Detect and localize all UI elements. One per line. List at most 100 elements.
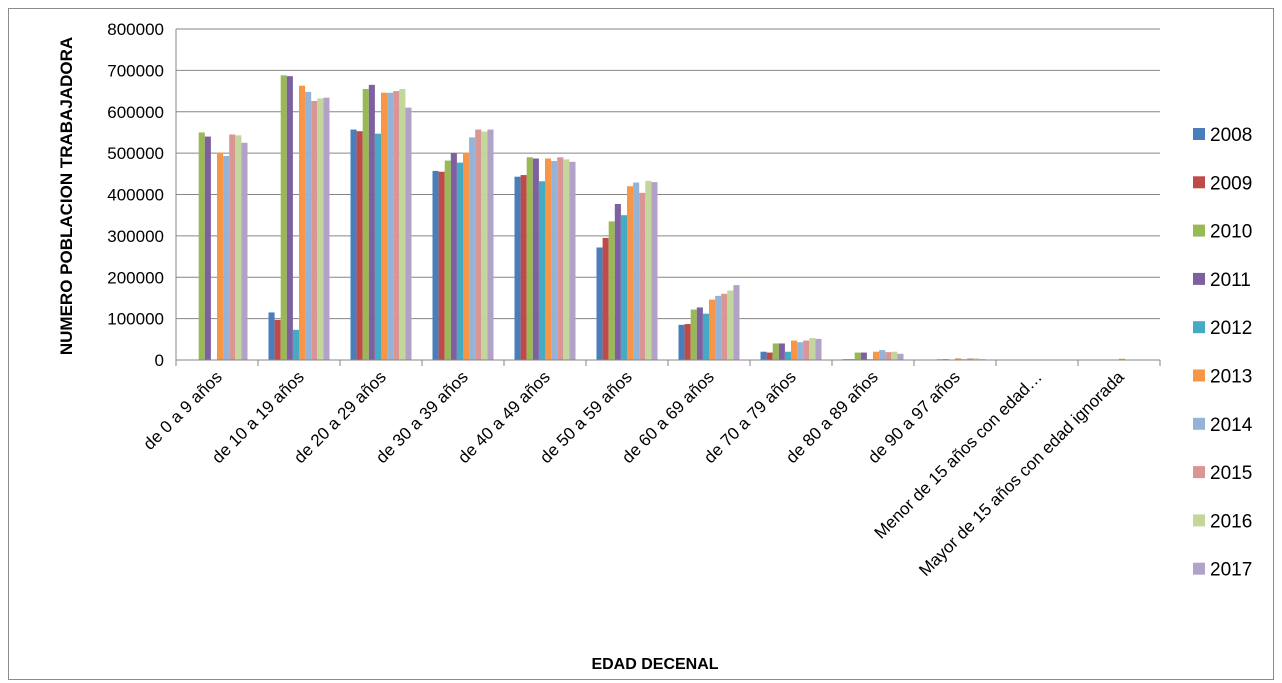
bar-2015 (885, 352, 892, 360)
legend-label-2008: 2008 (1210, 125, 1252, 146)
bar-2016 (317, 98, 324, 360)
bar-2008 (760, 351, 767, 360)
bar-2008 (268, 312, 275, 360)
bar-2015 (229, 134, 236, 360)
bar-2011 (204, 136, 211, 360)
y-tick-label: 400000 (107, 186, 164, 205)
bar-2013 (1119, 358, 1126, 360)
bar-2014 (223, 156, 230, 360)
bar-2013 (791, 340, 798, 360)
bar-2010 (854, 352, 861, 360)
legend-swatch-2016 (1193, 514, 1205, 527)
bar-2010 (526, 157, 533, 360)
bar-2008 (350, 129, 357, 360)
legend-label-2015: 2015 (1210, 463, 1252, 484)
legend-label-2009: 2009 (1210, 173, 1252, 194)
bar-2014 (633, 182, 640, 360)
bar-2014 (469, 137, 476, 360)
bar-2016 (235, 135, 242, 360)
legend-swatch-2011 (1193, 272, 1205, 285)
bar-2015 (967, 358, 974, 360)
y-tick-label: 800000 (107, 20, 164, 39)
bar-2013 (873, 351, 880, 360)
bar-2014 (387, 92, 394, 360)
axes (175, 29, 1161, 366)
bar-2017 (815, 338, 822, 360)
bar-2011 (860, 352, 867, 360)
bar-2017 (405, 107, 412, 360)
bar-2015 (721, 293, 728, 360)
legend-swatch-2010 (1193, 224, 1205, 237)
legend-swatch-2009 (1193, 176, 1205, 189)
bar-2013 (381, 92, 388, 360)
bar-2012 (620, 215, 627, 360)
bar-2009 (356, 131, 363, 360)
bar-2011 (778, 343, 785, 360)
bar-2013 (463, 152, 470, 360)
legend-label-2013: 2013 (1210, 367, 1252, 388)
bar-2014 (305, 91, 312, 360)
y-tick-label: 700000 (107, 61, 164, 80)
legend: 2008 2009 2010 2011 2012 2013 2014 2015 2016 2017 (1193, 125, 1253, 581)
bar-2014 (715, 295, 722, 360)
y-tick-label: 100000 (107, 310, 164, 329)
legend-swatch-2013 (1193, 369, 1205, 382)
bar-2017 (897, 353, 904, 360)
legend-swatch-2008 (1193, 128, 1205, 140)
bar-2011 (368, 84, 375, 360)
bar-2017 (323, 97, 330, 361)
gridlines (176, 28, 1160, 320)
y-tick-label: 0 (155, 351, 164, 370)
bar-2016 (809, 338, 816, 360)
bar-2014 (879, 350, 886, 360)
bar-2016 (563, 159, 570, 360)
bar-2008 (514, 176, 521, 360)
bar-2016 (645, 180, 652, 360)
bar-2017 (569, 161, 576, 360)
bar-2014 (551, 160, 558, 360)
bar-2017 (241, 142, 248, 360)
y-tick-label: 200000 (107, 268, 164, 287)
bar-2013 (627, 186, 634, 360)
bar-2009 (684, 324, 691, 360)
bar-2011 (696, 307, 703, 360)
bar-2017 (487, 129, 494, 360)
bar-2010 (772, 343, 779, 360)
bars (198, 75, 1138, 361)
bar-2012 (784, 351, 791, 360)
bar-2011 (532, 158, 539, 360)
bar-2017 (651, 182, 658, 360)
y-axis-title: NUMERO POBLACION TRABAJADORA (57, 37, 76, 355)
y-tick-label: 500000 (107, 144, 164, 163)
bar-2015 (311, 100, 318, 361)
bar-2017 (733, 285, 740, 360)
bar-2011 (286, 76, 293, 360)
bar-2012 (292, 329, 299, 360)
bar-2013 (709, 299, 716, 360)
bar-2016 (891, 351, 898, 360)
bar-2012 (538, 181, 545, 360)
bar-2011 (450, 153, 457, 360)
bar-2012 (374, 133, 381, 360)
bar-2010 (362, 88, 369, 361)
bar-2010 (608, 221, 615, 360)
bar-2016 (481, 131, 488, 360)
bar-2010 (690, 309, 697, 360)
bar-2015 (557, 157, 564, 360)
bar-2013 (955, 358, 962, 360)
y-tick-labels: 0 100000 200000 300000 400000 500000 600000 700… (107, 20, 164, 370)
bar-2013 (299, 85, 306, 360)
bar-2012 (702, 313, 709, 360)
bar-2016 (399, 88, 406, 361)
bar-2015 (475, 129, 482, 360)
legend-swatch-2012 (1193, 321, 1205, 334)
x-axis-title: EDAD DECENAL (591, 656, 718, 673)
bar-2015 (393, 91, 400, 360)
bar-2009 (438, 171, 445, 360)
bar-2015 (803, 340, 810, 360)
x-tick-label: de 0 a 9 años (140, 367, 226, 453)
bar-2008 (596, 247, 603, 360)
legend-swatch-2017 (1193, 562, 1205, 575)
bar-2010 (198, 132, 205, 360)
